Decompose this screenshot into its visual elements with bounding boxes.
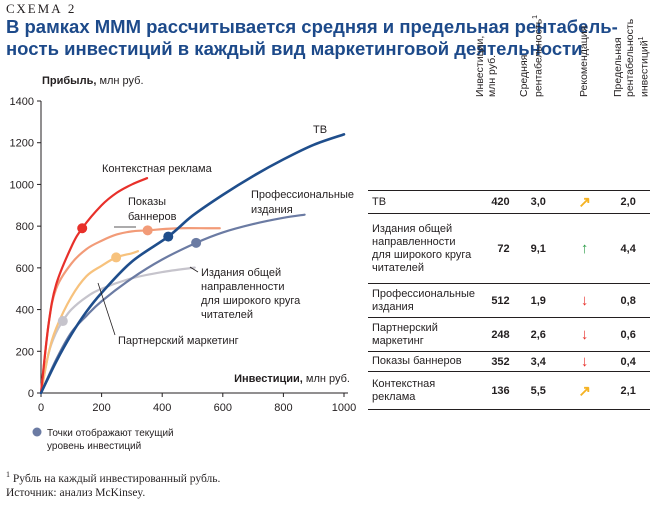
row-label: Показы баннеров — [368, 351, 476, 372]
recommendation-arrow-icon: ↓ — [562, 351, 607, 372]
row-investment: 420 — [475, 190, 514, 214]
header-avg-return: Средняя рентабельность1 — [518, 14, 545, 97]
label-partner: Партнерский маркетинг — [118, 335, 239, 347]
table-row: Профессиональные издания 512 1,9 ↓ 0,8 — [368, 283, 650, 318]
current-point — [77, 223, 88, 234]
y-tick-label: 1200 — [10, 138, 34, 150]
x-tick-label: 400 — [153, 402, 171, 414]
label-general-line2: направленности — [201, 281, 284, 293]
x-tick-label: 0 — [38, 402, 44, 414]
header-recommendation: Рекомендация — [578, 25, 590, 97]
x-tick-label: 200 — [92, 402, 110, 414]
legend-dot — [32, 427, 42, 437]
row-label: Партнерский маркетинг — [368, 317, 476, 352]
recommendation-table: ТВ 420 3,0 ↗ 2,0 Издания общей направленности… — [368, 190, 650, 410]
recommendation-arrow-icon: ↑ — [562, 213, 607, 284]
current-point — [163, 231, 174, 242]
row-average-return: 3,4 — [513, 351, 563, 372]
row-investment: 352 — [475, 351, 514, 372]
chart-annotations: Прибыль, млн руб. Инвестиции, млн руб. Т… — [32, 75, 354, 452]
row-average-return: 1,9 — [513, 283, 563, 318]
recommendation-arrow-icon: ↗ — [562, 190, 607, 214]
y-tick-label: 600 — [16, 263, 34, 275]
row-label: Профессиональные издания — [368, 283, 476, 318]
x-tick-label: 800 — [274, 402, 292, 414]
label-general-line1: Издания общей — [201, 267, 281, 279]
label-banners-line2: баннеров — [128, 211, 177, 223]
series-line — [39, 250, 140, 395]
label-banners-line1: Показы — [128, 196, 166, 208]
label-general-line4: читателей — [201, 309, 253, 321]
row-average-return: 9,1 — [513, 213, 563, 284]
scheme-label: СХЕМА 2 — [6, 1, 77, 16]
legend-note-line2: уровень инвестиций — [47, 441, 141, 452]
label-context-ad: Контекстная реклама — [102, 163, 213, 175]
header-limit-return: Предельная рентабельность инвестиций1 — [612, 18, 651, 97]
row-limit-return: 0,4 — [606, 351, 650, 372]
y-tick-label: 1400 — [10, 96, 34, 108]
row-limit-return: 4,4 — [606, 213, 650, 284]
recommendation-arrow-icon: ↓ — [562, 283, 607, 318]
row-average-return: 5,5 — [513, 371, 563, 410]
series-line — [39, 266, 196, 395]
footnote: 1 Рубль на каждый инвестированный рубль. — [6, 470, 221, 485]
recommendation-arrow-icon: ↓ — [562, 317, 607, 352]
table-row: Контекстная реклама 136 5,5 ↗ 2,1 — [368, 371, 650, 410]
page-title: В рамках МММ рассчитывается средняя и пр… — [6, 16, 656, 60]
row-label: ТВ — [368, 190, 476, 214]
row-label: Издания общей направленности для широког… — [368, 213, 476, 284]
chart-axes: 0 200 400 600 800 1000 1200 1400 0 200 400 600 800 10… — [10, 96, 357, 414]
current-point — [142, 225, 153, 236]
row-label: Контекстная реклама — [368, 371, 476, 410]
source-note: Источник: анализ McKinsey. — [6, 487, 146, 499]
row-investment: 136 — [475, 371, 514, 410]
y-tick-label: 800 — [16, 221, 34, 233]
table-row: ТВ 420 3,0 ↗ 2,0 — [368, 190, 650, 214]
y-tick-label: 200 — [16, 346, 34, 358]
table-row: Показы баннеров 352 3,4 ↓ 0,4 — [368, 351, 650, 372]
row-limit-return: 0,8 — [606, 283, 650, 318]
row-investment: 512 — [475, 283, 514, 318]
y-tick-label: 400 — [16, 305, 34, 317]
row-limit-return: 0,6 — [606, 317, 650, 352]
row-average-return: 3,0 — [513, 190, 563, 214]
legend-note-line1: Точки отображают текущий — [47, 427, 174, 439]
y-axis-label: Прибыль, млн руб. — [42, 75, 144, 87]
title-line-2: ность инвестиций в каждый вид маркетинго… — [6, 38, 583, 59]
current-point — [57, 316, 68, 327]
chart-current-points — [57, 223, 202, 327]
y-tick-label: 0 — [28, 388, 34, 400]
table-row: Издания общей направленности для широког… — [368, 213, 650, 284]
label-tv: ТВ — [313, 124, 327, 136]
title-line-1: В рамках МММ рассчитывается средняя и пр… — [6, 16, 618, 37]
label-prof-line2: издания — [251, 204, 293, 216]
current-point — [191, 237, 202, 248]
row-limit-return: 2,1 — [606, 371, 650, 410]
row-investment: 72 — [475, 213, 514, 284]
label-prof-line1: Профессиональные — [251, 189, 354, 201]
recommendation-arrow-icon: ↗ — [562, 371, 607, 410]
x-axis-label: Инвестиции, млн руб. — [234, 373, 350, 385]
table-row: Партнерский маркетинг 248 2,6 ↓ 0,6 — [368, 317, 650, 352]
row-average-return: 2,6 — [513, 317, 563, 352]
row-investment: 248 — [475, 317, 514, 352]
current-point — [111, 252, 122, 263]
label-general-line3: для широкого круга — [201, 295, 301, 307]
row-limit-return: 2,0 — [606, 190, 650, 214]
x-tick-label: 1000 — [332, 402, 356, 414]
y-tick-label: 1000 — [10, 179, 34, 191]
x-tick-label: 600 — [214, 402, 232, 414]
header-invest: Инвестиции, млн руб. — [474, 35, 498, 97]
